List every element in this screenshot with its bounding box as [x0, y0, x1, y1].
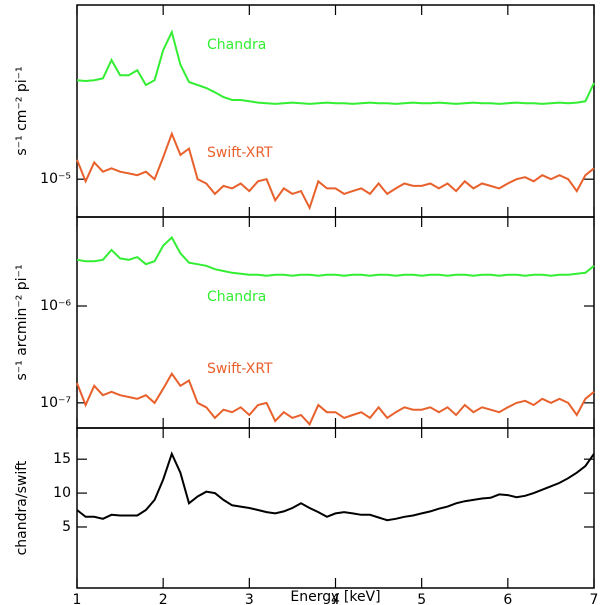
- series-label: Chandra: [207, 37, 266, 53]
- data-line: [76, 235, 595, 277]
- x-tick-label: 6: [503, 592, 512, 605]
- data-line: [76, 131, 595, 211]
- y-axis-label: chandra/swift: [14, 460, 30, 555]
- plot-frame: [76, 216, 595, 429]
- x-tick-label: 5: [417, 592, 426, 605]
- data-line: [76, 29, 595, 105]
- x-tick-label: 3: [245, 592, 254, 605]
- plot-frame: [76, 427, 595, 589]
- y-tick-label: 10⁻⁷: [40, 395, 71, 411]
- y-axis-label: s⁻¹ cm⁻² pi⁻¹: [14, 66, 30, 155]
- series-label: Swift-XRT: [207, 145, 273, 161]
- y-tick-label: 15: [53, 451, 71, 467]
- series-label: Swift-XRT: [207, 361, 273, 377]
- y-tick-label: 10⁻⁶: [40, 298, 71, 314]
- x-tick-label: 7: [590, 592, 599, 605]
- data-line: [76, 371, 595, 427]
- series-label: Chandra: [207, 289, 266, 305]
- y-tick-label: 10: [53, 485, 71, 501]
- plot-frame: [76, 4, 595, 218]
- x-tick-label: 2: [159, 592, 168, 605]
- data-line: [76, 451, 595, 522]
- y-tick-label: 10⁻⁵: [40, 171, 71, 187]
- y-tick-label: 5: [62, 519, 71, 535]
- x-tick-label: 1: [73, 592, 82, 605]
- x-tick-label: 4: [331, 592, 340, 605]
- y-axis-label: s⁻¹ arcmin⁻² pi⁻¹: [14, 264, 30, 380]
- x-axis-label: Energy [keV]: [290, 589, 380, 605]
